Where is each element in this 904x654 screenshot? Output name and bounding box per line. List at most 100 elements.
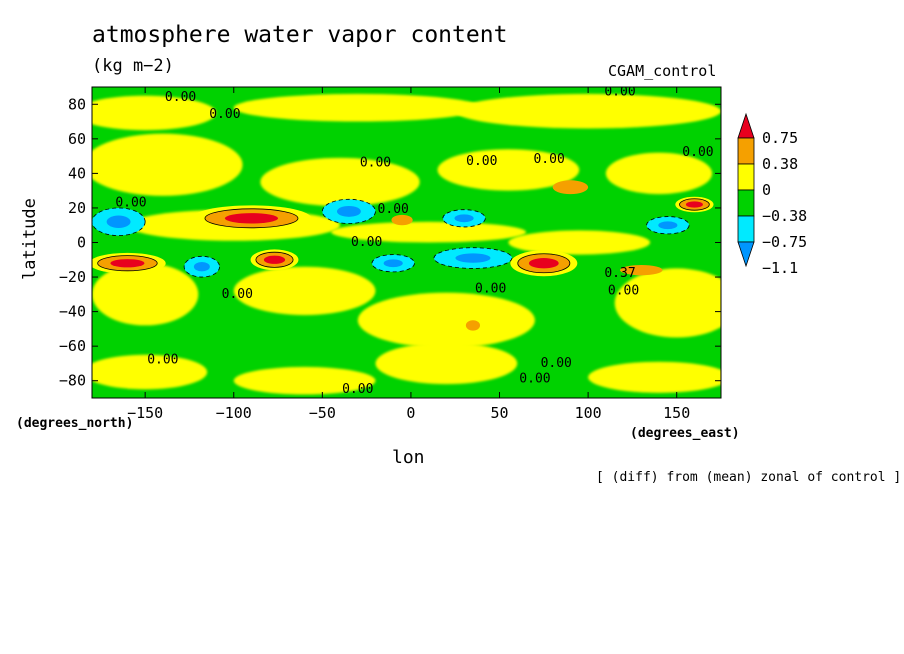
contour-line <box>92 207 146 236</box>
contour-label: 0.00 <box>533 152 564 167</box>
negative-core <box>383 259 403 268</box>
positive-ring <box>465 320 481 331</box>
y-tick-label: −60 <box>59 337 86 355</box>
negative-core <box>336 205 361 217</box>
negative-core <box>658 221 678 230</box>
contour-line <box>204 208 299 229</box>
y-tick-label: −20 <box>59 268 86 286</box>
contour-label: 0.00 <box>222 287 253 302</box>
colorbar-label: 0.38 <box>762 155 798 173</box>
contour-line <box>321 198 376 224</box>
positive-region <box>455 93 721 129</box>
positive-region <box>92 263 199 326</box>
contour-label: 0.00 <box>475 282 506 297</box>
positive-region <box>92 354 208 390</box>
contour-line <box>646 216 690 235</box>
positive-ring <box>391 214 413 226</box>
axes: −80 −60 −40 −20 0 20 40 60 80 −150 −100 −50 0 50 100 15… <box>59 87 721 422</box>
negative-core <box>106 215 131 228</box>
contour-line <box>442 209 486 228</box>
contour-label: 0.00 <box>604 85 635 100</box>
chart-units: (kg m−2) <box>92 56 174 76</box>
contour-label: 0.00 <box>608 283 639 298</box>
contour-label: 0.00 <box>519 371 550 386</box>
contour-label: 0.00 <box>682 145 713 160</box>
positive-region <box>614 268 721 338</box>
negative-core <box>455 253 491 263</box>
negative-core <box>454 214 474 223</box>
positive-region <box>357 292 535 348</box>
colorbar: 0.75 0.38 0 −0.38 −0.75 −1.1 <box>737 112 807 277</box>
contour-label: 0.00 <box>209 107 240 122</box>
colorbar-arrow-top <box>737 112 755 139</box>
contour-label: 0.37 <box>604 266 635 281</box>
positive-core <box>263 255 286 264</box>
colorbar-label: −0.75 <box>762 233 807 251</box>
contour-line <box>679 198 710 211</box>
contour-line <box>183 255 220 278</box>
positive-core <box>110 259 145 268</box>
contour-line <box>517 253 571 274</box>
x-tick-label: −50 <box>309 404 336 422</box>
y-tick-label: −80 <box>59 372 86 390</box>
positive-core <box>528 258 559 269</box>
y-tick-label: 20 <box>68 199 86 217</box>
positive-region <box>92 133 243 196</box>
positive-region <box>233 366 376 395</box>
contour-line <box>97 255 158 272</box>
contour-label: 0.00 <box>541 356 572 371</box>
positive-region <box>437 149 580 191</box>
positive-region <box>588 361 721 393</box>
x-tick-label: 100 <box>575 404 602 422</box>
colorbar-label: 0 <box>762 181 771 199</box>
positive-region <box>605 152 713 195</box>
y-tick-label: 0 <box>77 234 86 252</box>
colorbar-segment <box>737 189 755 217</box>
chart-note: [ (diff) from (mean) zonal of control ] <box>596 470 902 485</box>
positive-region <box>331 221 527 243</box>
contour-labels: 0.000.000.000.00 0.00 0.00 0.000.00 0.000.00… <box>115 85 713 397</box>
y-tick-label: 60 <box>68 130 86 148</box>
chart-title: atmosphere water vapor content <box>92 22 508 48</box>
x-tick-label: 50 <box>490 404 508 422</box>
colorbar-label: −0.38 <box>762 207 807 225</box>
positive-core <box>685 201 703 208</box>
contour-label: 0.00 <box>165 90 196 105</box>
contour-label: 0.00 <box>351 235 382 250</box>
positive-region <box>260 157 420 207</box>
y-tick-label: 80 <box>68 95 86 113</box>
y-tick-label: −40 <box>59 303 86 321</box>
positive-region <box>375 342 518 385</box>
contour-line <box>255 251 294 268</box>
x-tick-label: −100 <box>216 404 252 422</box>
contour-label: 0.00 <box>147 352 178 367</box>
contour-label: 0.00 <box>360 156 391 171</box>
colorbar-label: −1.1 <box>762 259 798 277</box>
y-axis-unit: (degrees_north) <box>16 416 134 431</box>
colorbar-arrow-bottom <box>737 241 755 268</box>
colorbar-segment <box>737 163 755 191</box>
contour-label: 0.00 <box>466 154 497 169</box>
y-tick-label: 40 <box>68 164 86 182</box>
contour-label: 0.00 <box>115 195 146 210</box>
negative-core <box>193 262 210 272</box>
contour-label: 0.00 <box>378 202 409 217</box>
positive-ring <box>552 180 589 195</box>
contour-line <box>433 247 513 269</box>
positive-core <box>224 213 279 224</box>
positive-ring <box>620 264 663 276</box>
contour-label: 0.00 <box>342 382 373 397</box>
colorbar-segment <box>737 137 755 165</box>
dataset-label: CGAM_control <box>608 62 717 80</box>
positive-region <box>233 266 376 316</box>
positive-region <box>233 93 482 122</box>
x-tick-label: 0 <box>406 404 415 422</box>
colorbar-label: 0.75 <box>762 129 798 147</box>
positive-region <box>508 230 651 255</box>
positive-region <box>92 95 217 131</box>
x-tick-label: −150 <box>127 404 163 422</box>
contour-line <box>371 254 415 273</box>
plot-fill <box>92 87 721 398</box>
x-axis-unit: (degrees_east) <box>630 426 740 441</box>
